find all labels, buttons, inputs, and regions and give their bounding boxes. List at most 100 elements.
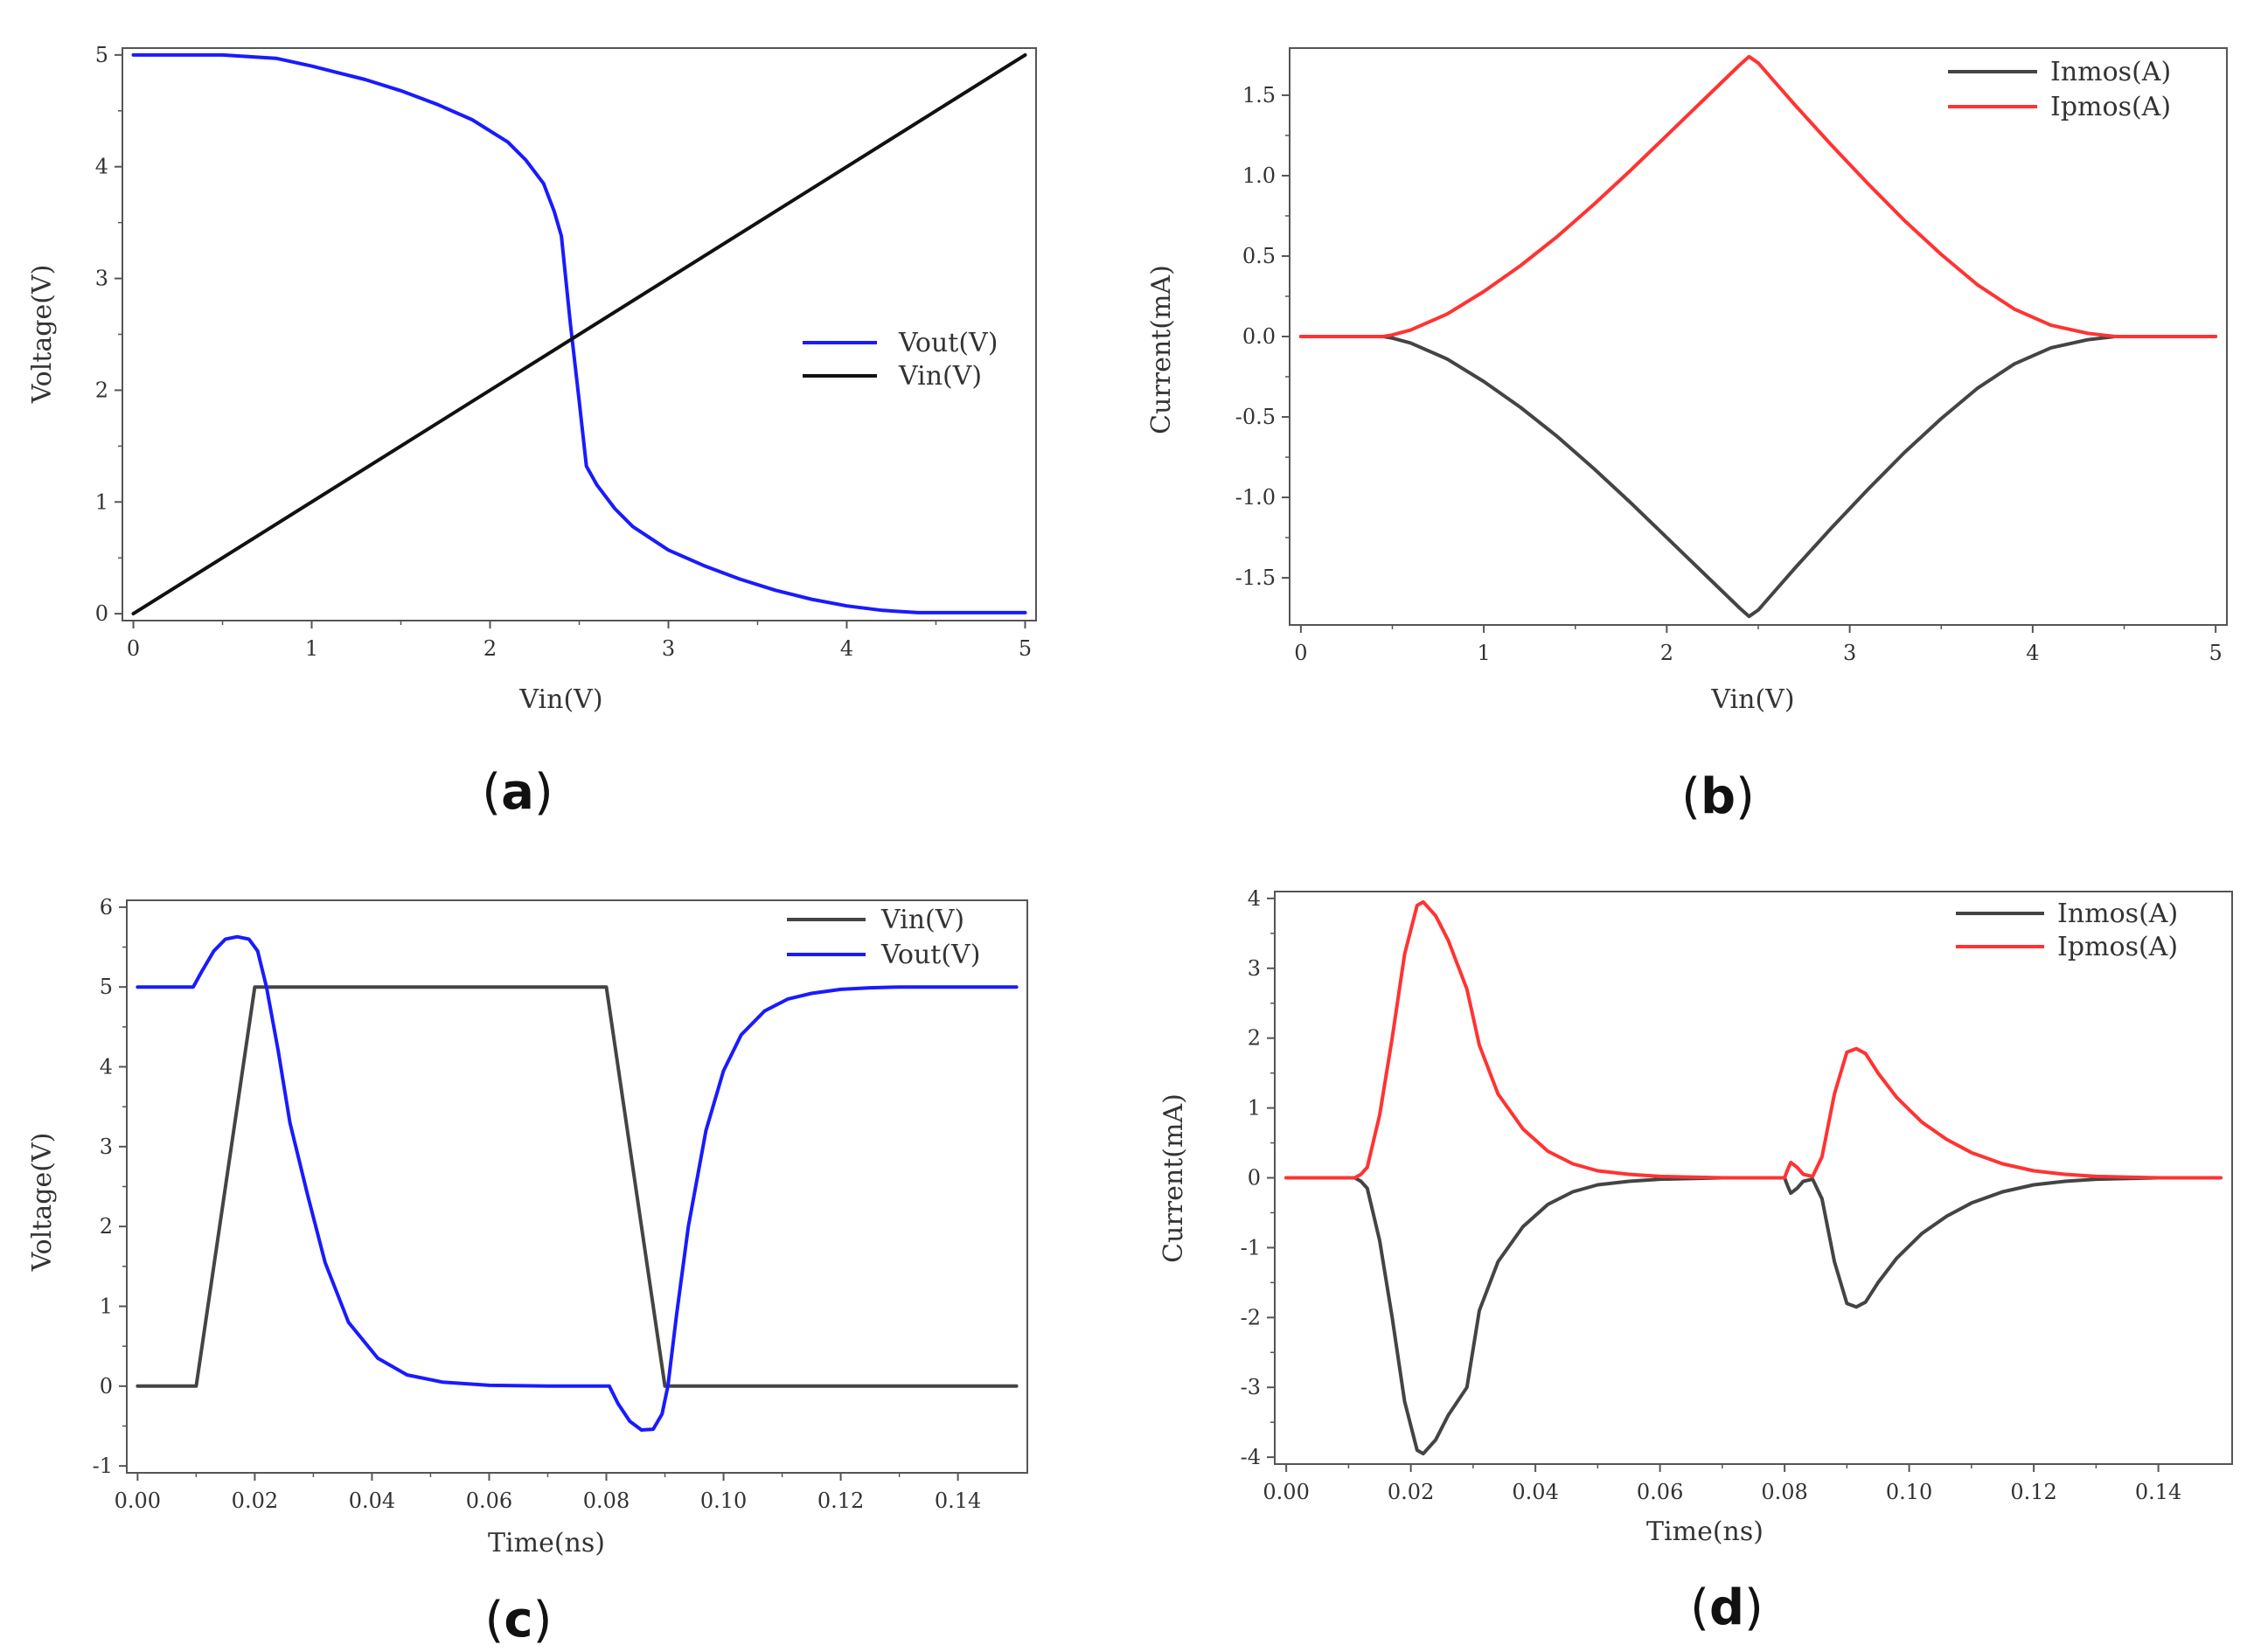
panel-a: 0 1 2 3 4 5 0 1 2 3 4 5 Vout(V) Vin(V) Vin(V) Volta… [27, 43, 1037, 821]
y-tick-label: 1.0 [1242, 163, 1276, 188]
panel-b: 0 1 2 3 4 5 -1.5 -1.0 -0.5 0.0 0.5 1.0 1.5 Inmos(A) … [1146, 47, 2228, 825]
y-axis-label: Current(mA) [1146, 265, 1177, 434]
x-tick-label: 0.12 [817, 1489, 864, 1513]
x-tick-label: 0.14 [935, 1489, 981, 1513]
x-tick-label: 0.10 [1886, 1480, 1932, 1504]
x-tick-label: 1 [305, 636, 318, 661]
legend-label-vin: Vin(V) [880, 905, 964, 935]
x-tick-label: 3 [662, 636, 675, 661]
y-tick-label: -1.5 [1235, 566, 1276, 590]
y-tick-label: -1 [1241, 1235, 1261, 1260]
x-tick-label: 0 [127, 636, 140, 661]
x-axis-label: Time(ns) [488, 1528, 605, 1558]
x-tick-label: 3 [1843, 641, 1856, 665]
x-tick-label: 5 [2209, 641, 2222, 665]
x-tick-label: 0.12 [2010, 1480, 2056, 1504]
y-tick-label: 1.5 [1242, 83, 1276, 108]
x-tick-label: 0.00 [1263, 1480, 1309, 1504]
legend-label-ipmos: Ipmos(A) [2050, 92, 2171, 122]
series-group [1284, 899, 2223, 1456]
x-axis-label: Vin(V) [518, 684, 602, 715]
legend: Inmos(A) Ipmos(A) [1956, 899, 2178, 962]
legend: Inmos(A) Ipmos(A) [1948, 57, 2171, 122]
y-tick-label: -2 [1241, 1305, 1261, 1329]
series-group [131, 52, 1027, 616]
plot-frame [126, 899, 1028, 1474]
y-tick-label: 1 [95, 489, 108, 514]
x-tick-label: 1 [1477, 641, 1490, 665]
panel-letter: c [504, 1592, 532, 1649]
y-tick-label: 5 [100, 975, 113, 999]
y-tick-label: -1.0 [1235, 485, 1276, 510]
axis-ticks: 0 1 2 3 4 5 0 1 2 3 4 5 [95, 43, 1032, 661]
x-tick-label: 0.00 [115, 1489, 161, 1513]
legend-label-inmos: Inmos(A) [2050, 57, 2171, 87]
y-tick-label: 0 [95, 601, 108, 626]
y-tick-label: 0.5 [1242, 244, 1276, 268]
panel-label-d: (d) [1690, 1579, 1764, 1636]
y-tick-label: 4 [95, 155, 108, 179]
x-tick-label: 0 [1294, 641, 1307, 665]
legend-label-vout: Vout(V) [898, 328, 998, 358]
y-tick-label: -1 [93, 1454, 113, 1478]
plot-frame [1289, 47, 2228, 626]
x-tick-label: 0.02 [1388, 1480, 1434, 1504]
y-tick-label: -3 [1241, 1375, 1261, 1399]
x-axis-label: Vin(V) [1710, 684, 1794, 715]
y-axis-label: Voltage(V) [27, 1133, 58, 1273]
x-tick-label: 0.06 [466, 1489, 512, 1513]
x-tick-label: 0.04 [349, 1489, 395, 1513]
y-tick-label: 2 [1248, 1026, 1261, 1051]
x-tick-label: 0.08 [583, 1489, 630, 1513]
x-tick-label: 4 [2026, 641, 2039, 665]
y-tick-label: 1 [1248, 1096, 1261, 1121]
x-axis-label: Time(ns) [1646, 1517, 1764, 1547]
y-tick-label: 4 [1248, 886, 1261, 911]
y-tick-label: 3 [1248, 956, 1261, 981]
x-tick-label: 4 [840, 636, 853, 661]
series-group [136, 934, 1019, 1432]
y-tick-label: 4 [100, 1055, 113, 1079]
panel-label-a: (a) [482, 764, 553, 821]
x-tick-label: 2 [483, 636, 497, 661]
y-tick-label: 0 [1248, 1166, 1261, 1190]
y-tick-label: 3 [100, 1135, 113, 1159]
y-tick-label: 0 [100, 1374, 113, 1399]
panel-c: 0.00 0.02 0.04 0.06 0.08 0.10 0.12 0.14 -1 0 1 2 3 4 5… [27, 895, 1028, 1649]
series-line-vin-v [136, 985, 1019, 1388]
y-tick-label: -4 [1241, 1445, 1261, 1469]
y-tick-label: 6 [100, 895, 113, 920]
x-tick-label: 0.02 [232, 1489, 278, 1513]
series-line-vout-v [131, 52, 1027, 614]
panel-letter: b [1701, 768, 1736, 825]
y-tick-label: -0.5 [1235, 405, 1276, 429]
axis-ticks: 0.00 0.02 0.04 0.06 0.08 0.10 0.12 0.14 -1 0 1 2 3 4 5… [93, 895, 982, 1513]
axis-ticks: 0.00 0.02 0.04 0.06 0.08 0.10 0.12 0.14 -4 -3 -2 -1… [1241, 886, 2182, 1504]
y-tick-label: 2 [100, 1214, 113, 1239]
series-line-inmos-a [1298, 335, 2218, 619]
legend-label-ipmos: Ipmos(A) [2057, 932, 2178, 962]
y-tick-label: 2 [95, 378, 108, 402]
series-line-ipmos-a [1284, 899, 2223, 1180]
y-axis-label: Voltage(V) [27, 265, 58, 405]
axis-ticks: 0 1 2 3 4 5 -1.5 -1.0 -0.5 0.0 0.5 1.0 1.5 [1235, 83, 2223, 665]
x-tick-label: 0.10 [700, 1489, 747, 1513]
legend-label-vin: Vin(V) [898, 361, 982, 392]
panel-letter: a [501, 764, 534, 821]
legend-label-inmos: Inmos(A) [2057, 899, 2178, 929]
x-tick-label: 0.04 [1512, 1480, 1558, 1504]
series-line-vin-v [131, 52, 1027, 616]
x-tick-label: 0.14 [2135, 1480, 2181, 1504]
panel-d: 0.00 0.02 0.04 0.06 0.08 0.10 0.12 0.14 -4 -3 -2 -1… [1158, 886, 2233, 1636]
legend: Vin(V) Vout(V) [787, 905, 980, 970]
panel-label-b: (b) [1681, 768, 1755, 825]
series-line-ipmos-a [1298, 54, 2218, 338]
y-axis-label: Current(mA) [1158, 1093, 1189, 1263]
panel-letter: d [1709, 1579, 1744, 1636]
series-line-vout-v [136, 934, 1019, 1432]
legend: Vout(V) Vin(V) [803, 328, 998, 392]
y-tick-label: 0.0 [1242, 324, 1276, 349]
x-tick-label: 5 [1019, 636, 1032, 661]
panel-label-c: (c) [485, 1592, 553, 1649]
y-tick-label: 1 [100, 1294, 113, 1318]
